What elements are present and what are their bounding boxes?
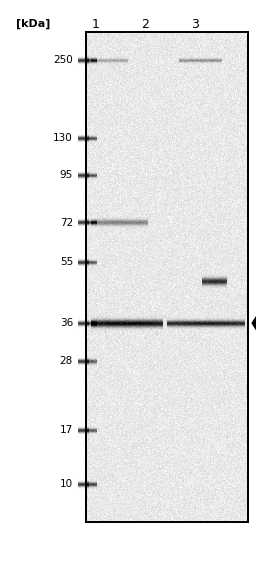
Text: 2: 2 bbox=[141, 18, 148, 30]
Text: 72: 72 bbox=[60, 217, 73, 228]
Text: 17: 17 bbox=[60, 425, 73, 435]
Text: 10: 10 bbox=[60, 479, 73, 489]
Text: [kDa]: [kDa] bbox=[16, 19, 50, 29]
Text: 55: 55 bbox=[60, 257, 73, 267]
Text: 130: 130 bbox=[53, 133, 73, 143]
Text: 28: 28 bbox=[60, 356, 73, 366]
Text: 36: 36 bbox=[60, 318, 73, 328]
Text: 3: 3 bbox=[191, 18, 198, 30]
Text: 1: 1 bbox=[92, 18, 100, 30]
Polygon shape bbox=[252, 313, 256, 333]
Text: 250: 250 bbox=[53, 55, 73, 66]
Text: 95: 95 bbox=[60, 170, 73, 181]
